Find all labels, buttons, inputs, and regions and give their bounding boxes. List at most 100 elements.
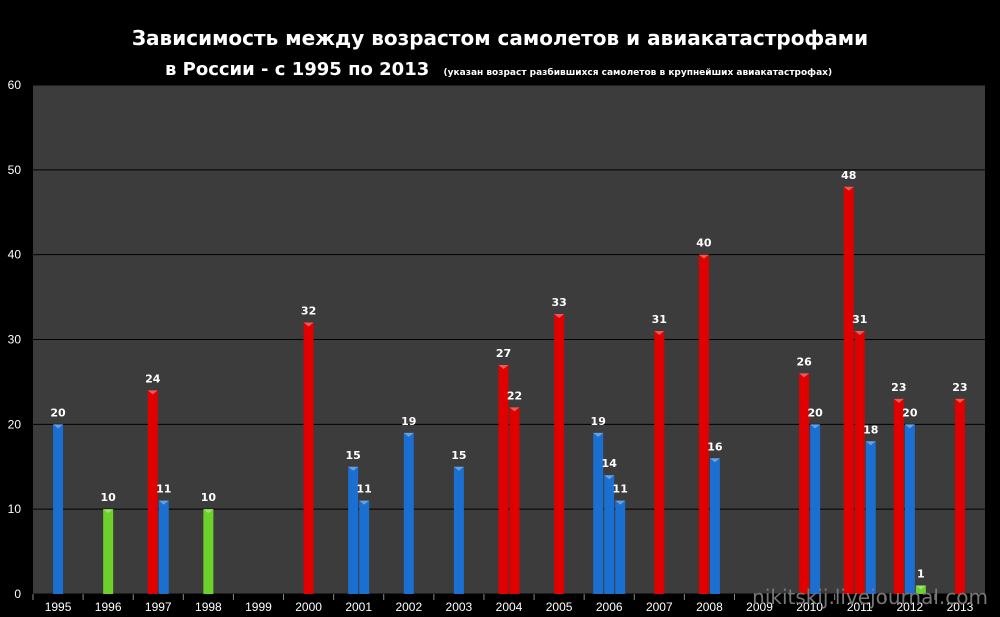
x-tick-label: 2007	[646, 600, 673, 614]
bar-cap	[203, 509, 214, 514]
bar-red	[498, 364, 509, 594]
bar-cap	[799, 373, 810, 378]
chart-subtitle: (указан возраст разбившихся самолетов в …	[444, 67, 833, 78]
y-tick-label: 20	[8, 417, 22, 431]
bar-red	[854, 331, 865, 594]
bar-blue	[453, 466, 464, 594]
data-label: 11	[156, 483, 171, 496]
x-tick-label: 2002	[395, 600, 422, 614]
bar-green	[103, 509, 114, 594]
bar-cap	[615, 500, 626, 505]
bar-blue	[158, 500, 169, 594]
data-label: 23	[891, 381, 906, 394]
bar-cap	[865, 441, 876, 446]
data-label: 14	[602, 457, 618, 470]
bar-cap	[359, 500, 370, 505]
data-label: 23	[952, 381, 967, 394]
bar-red	[654, 331, 665, 594]
bar-red	[893, 398, 904, 594]
bar-cap	[348, 466, 359, 471]
x-tick-label: 2006	[596, 600, 623, 614]
x-tick-label: 2011	[847, 600, 873, 614]
x-tick-label: 1997	[145, 600, 172, 614]
data-label: 24	[145, 372, 161, 385]
x-tick-label: 2010	[796, 600, 823, 614]
bar-red	[147, 390, 158, 594]
bar-red	[698, 254, 709, 594]
bar-cap	[498, 364, 509, 369]
x-tick-label: 2005	[546, 600, 573, 614]
bar-cap	[403, 432, 414, 437]
bar-green	[915, 585, 926, 594]
y-tick-label: 0	[14, 587, 21, 601]
x-tick-label: 2012	[896, 600, 923, 614]
bar-cap	[453, 466, 464, 471]
y-tick-label: 60	[8, 78, 22, 92]
bar-blue	[810, 424, 821, 594]
data-label: 26	[796, 355, 812, 368]
chart-title-line-2: в России - с 1995 по 2013 (указан возрас…	[165, 59, 832, 80]
watermark: nikitskij.livejournal.com	[752, 585, 988, 609]
data-label: 22	[507, 389, 522, 402]
bar-cap	[810, 424, 821, 429]
data-label: 31	[652, 313, 667, 326]
bar-red	[554, 314, 565, 594]
bar-blue	[709, 458, 720, 594]
x-tick-label: 1996	[95, 600, 122, 614]
bar-cap	[954, 398, 965, 403]
y-tick-label: 10	[8, 502, 22, 516]
data-label: 10	[201, 491, 217, 504]
data-label: 11	[613, 483, 628, 496]
x-tick-label: 1995	[45, 600, 72, 614]
bar-cap	[709, 458, 720, 463]
x-tick-label: 2009	[746, 600, 773, 614]
bar-cap	[53, 424, 64, 429]
bar-green	[203, 509, 214, 594]
bar-cap	[147, 390, 158, 395]
bars	[53, 186, 965, 595]
bar-blue	[615, 500, 626, 594]
y-tick-label: 50	[8, 163, 22, 177]
data-label: 20	[50, 406, 66, 419]
bar-cap	[654, 331, 665, 336]
data-label: 11	[357, 483, 372, 496]
data-label: 19	[401, 415, 416, 428]
x-tick-label: 2000	[295, 600, 322, 614]
bar-cap	[915, 585, 926, 590]
data-label: 18	[863, 423, 878, 436]
data-label: 15	[346, 449, 361, 462]
data-labels: 20 10 24 11 10 32 15 11 19 15 27 22 33 19 14 11 31 40 16 26…	[50, 169, 967, 581]
y-tick-label: 30	[8, 333, 22, 347]
bar-blue	[593, 432, 604, 594]
data-label: 1	[917, 568, 925, 581]
chart-title-line-1: Зависимость между возрастом самолетов и …	[132, 26, 868, 50]
data-label: 10	[101, 491, 117, 504]
data-label: 31	[852, 313, 867, 326]
x-tick-label: 1999	[245, 600, 272, 614]
bar-blue	[53, 424, 64, 594]
bar-red	[843, 186, 854, 595]
x-tick-label: 2001	[345, 600, 372, 614]
data-label: 16	[707, 440, 723, 453]
bar-cap	[904, 424, 915, 429]
bar-red	[954, 398, 965, 594]
bar-cap	[509, 407, 520, 412]
bar-blue	[403, 432, 414, 594]
bar-red	[799, 373, 810, 594]
x-tick-label: 2008	[696, 600, 723, 614]
bar-cap	[698, 254, 709, 259]
data-label: 40	[696, 237, 712, 250]
x-axis-ticks: 1995 1996 1997 1998 1999 2000 2001 2002 2003 2004…	[32, 594, 974, 614]
data-label: 20	[902, 406, 918, 419]
bar-red	[303, 322, 314, 594]
bar-cap	[604, 475, 615, 480]
bar-cap	[158, 500, 169, 505]
bar-blue	[604, 475, 615, 594]
x-tick-label: 1998	[195, 600, 222, 614]
x-tick-label: 2003	[446, 600, 473, 614]
bar-cap	[843, 186, 854, 191]
bar-cap	[103, 509, 114, 514]
data-label: 19	[591, 415, 606, 428]
data-label: 32	[301, 305, 316, 318]
